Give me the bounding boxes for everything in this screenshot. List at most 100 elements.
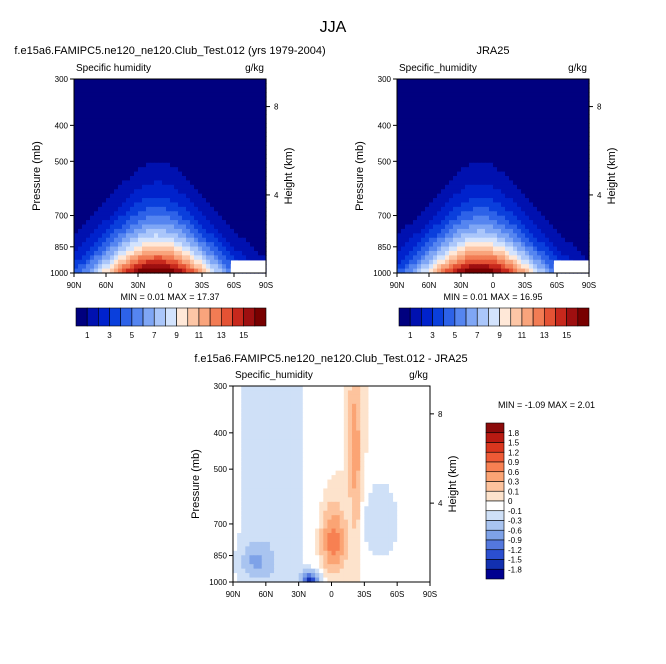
contour-cell [90,109,95,115]
contour-cell [397,412,402,418]
contour-cell [106,92,111,98]
contour-cell [126,79,131,85]
contour-cell [541,233,546,239]
contour-cell [413,255,418,261]
contour-cell [237,443,242,449]
contour-cell [433,193,438,199]
contour-cell [110,96,115,102]
contour-cell [513,162,518,168]
contour-cell [246,220,251,226]
contour-cell [74,136,79,142]
contour-cell [445,206,450,212]
contour-cell [545,242,550,248]
contour-cell [521,171,526,177]
contour-cell [372,421,378,427]
contour-cell [569,220,574,226]
contour-cell [561,118,566,124]
contour-cell [481,220,486,226]
contour-cell [477,79,482,85]
contour-cell [198,92,203,98]
contour-cell [82,171,87,177]
contour-cell [425,162,430,168]
contour-cell [525,224,530,230]
contour-cell [537,123,542,129]
contour-cell [106,250,111,256]
min-max-stats: MIN = 0.01 MAX = 16.95 [443,292,542,302]
contour-cell [138,87,143,93]
contour-cell [557,92,562,98]
contour-cell [74,149,79,155]
contour-cell [86,114,91,120]
contour-cell [174,167,179,173]
contour-cell [339,390,345,396]
contour-cell [222,264,227,270]
contour-cell [541,202,546,208]
contour-cell [82,92,87,98]
contour-cell [533,109,538,115]
contour-cell [573,189,578,195]
contour-cell [210,228,215,234]
contour-cell [262,136,267,142]
contour-cell [253,426,259,432]
contour-cell [553,149,558,155]
contour-cell [210,127,215,133]
contour-cell [501,206,506,212]
contour-cell [234,220,239,226]
contour-cell [465,101,470,107]
contour-cell [376,421,382,427]
contour-cell [90,255,95,261]
contour-cell [517,202,522,208]
contour-cell [218,123,223,129]
contour-cell [481,145,486,151]
contour-cell [397,145,402,151]
contour-cell [437,136,442,142]
contour-cell [162,153,167,159]
contour-cell [245,421,251,427]
contour-cell [102,149,107,155]
contour-cell [106,83,111,89]
contour-cell [166,206,171,212]
contour-cell [505,211,510,217]
contour-cell [505,255,510,261]
contour-cell [413,145,418,151]
contour-cell [170,167,175,173]
contour-cell [190,118,195,124]
contour-cell [485,264,490,270]
contour-cell [234,206,239,212]
contour-cell [541,118,546,124]
contour-cell [194,158,199,164]
contour-cell [405,171,410,177]
contour-cell [158,114,163,120]
contour-cell [282,390,287,396]
contour-cell [473,79,478,85]
contour-cell [569,105,574,111]
contour-cell [98,171,103,177]
contour-cell [290,430,296,436]
contour-cell [461,242,466,248]
contour-cell [477,180,482,186]
contour-cell [533,220,538,226]
contour-cell [258,176,263,182]
contour-cell [368,390,374,396]
contour-cell [561,105,566,111]
contour-cell [222,87,227,93]
contour-cell [194,224,199,230]
contour-cell [170,237,175,243]
contour-cell [158,140,163,146]
contour-cell [485,127,490,133]
contour-cell [425,215,430,221]
contour-cell [162,149,167,155]
contour-cell [282,403,287,409]
contour-cell [138,202,143,208]
contour-cell [126,242,131,248]
contour-cell [78,145,83,151]
contour-cell [533,127,538,133]
contour-cell [401,237,406,243]
contour-cell [473,123,478,129]
contour-cell [509,237,514,243]
unit-label: g/kg [409,370,428,381]
contour-cell [429,83,434,89]
contour-cell [138,237,143,243]
contour-cell [577,136,582,142]
contour-cell [473,118,478,124]
